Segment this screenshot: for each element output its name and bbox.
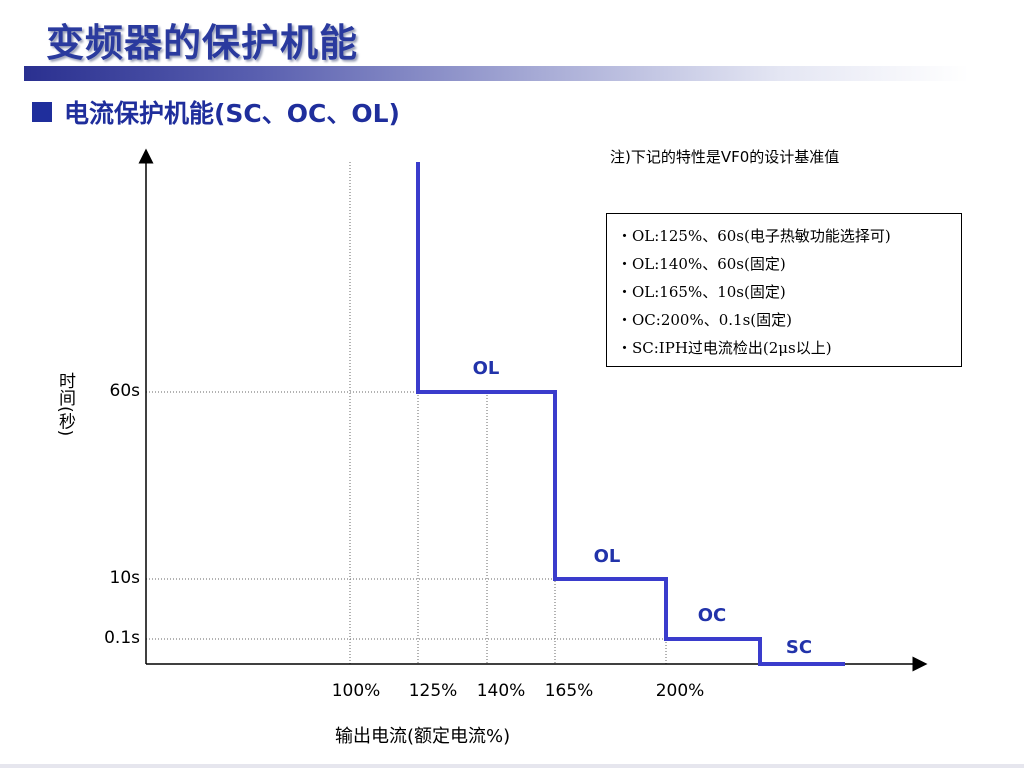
y-tick-10s: 10s (109, 568, 141, 588)
x-tick-165: 165% (544, 681, 594, 701)
x-axis-label: 输出电流(额定电流%) (335, 726, 511, 747)
legend-item-ol-140: ・OL:140%、60s(固定) (617, 255, 786, 273)
spec-legend-box: ・OL:125%、60s(电子热敏功能选择可) ・OL:140%、60s(固定)… (606, 213, 962, 367)
region-label-ol-10s: OL (593, 546, 621, 567)
legend-item-ol-125: ・OL:125%、60s(电子热敏功能选择可) (617, 227, 891, 245)
section-heading: 电流保护机能(SC、OC、OL) (32, 94, 400, 130)
legend-item-sc: ・SC:IPH过电流检出(2μs以上) (617, 339, 832, 357)
design-note: 注)下记的特性是VF0的设计基准值 (610, 148, 840, 166)
section-heading-text: 电流保护机能(SC、OC、OL) (64, 99, 400, 128)
legend-item-ol-165: ・OL:165%、10s(固定) (617, 283, 786, 301)
x-tick-140: 140% (476, 681, 526, 701)
y-axis-label: 时间(秒) (55, 372, 75, 437)
title-underline-bar (24, 66, 969, 81)
region-label-sc: SC (785, 637, 813, 658)
x-tick-200: 200% (655, 681, 705, 701)
y-tick-60s: 60s (109, 381, 141, 401)
slide-title: 变频器的保护机能 (46, 21, 359, 65)
y-tick-0.1s: 0.1s (104, 628, 140, 648)
region-label-ol-60s: OL (472, 358, 500, 379)
square-bullet-icon (32, 102, 52, 122)
x-tick-100: 100% (331, 681, 381, 701)
x-tick-125: 125% (408, 681, 458, 701)
slide-footer-bar (0, 764, 1024, 768)
legend-item-oc-200: ・OC:200%、0.1s(固定) (617, 311, 792, 329)
region-label-oc: OC (697, 605, 727, 626)
protection-step-curve (416, 162, 845, 666)
